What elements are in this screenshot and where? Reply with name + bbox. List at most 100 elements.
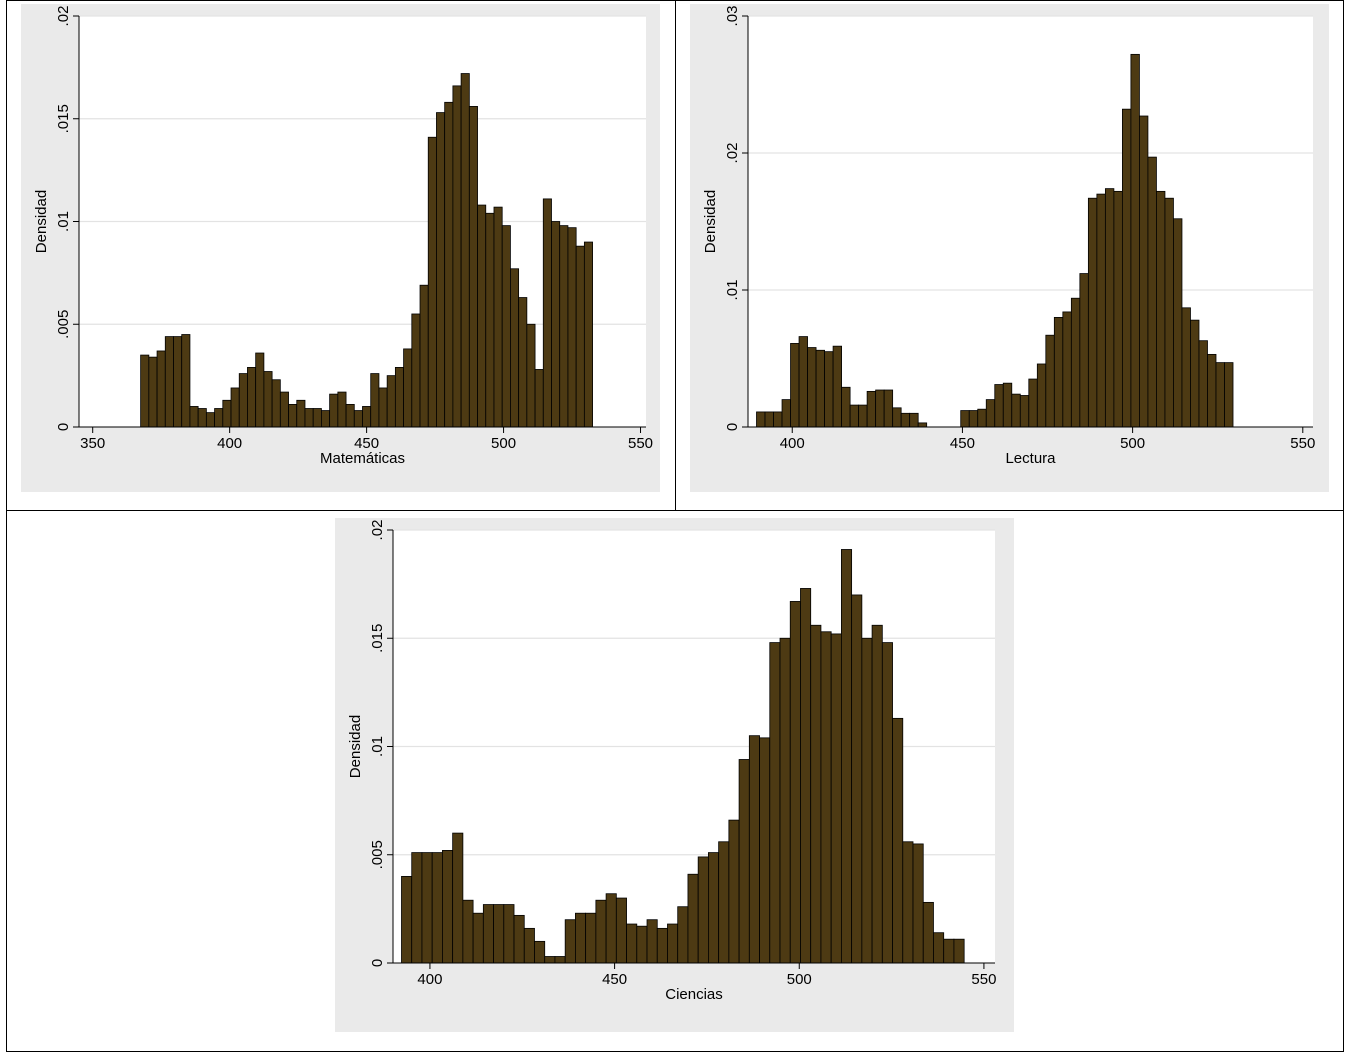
histogram-bar: [378, 387, 388, 428]
histogram-bar: [1079, 273, 1089, 428]
histogram-bar: [866, 390, 877, 428]
histogram-bar: [554, 956, 566, 964]
histogram-bar: [646, 919, 658, 964]
histogram-bar: [1087, 197, 1098, 428]
x-axis-title: Lectura: [1005, 450, 1056, 467]
y-tick-label: 0: [55, 423, 72, 431]
histogram-bar: [222, 399, 232, 428]
histogram-bar: [718, 841, 730, 964]
histogram-bar: [421, 852, 433, 964]
histogram-ciencias: 400 450 500 550 0 .005 .01 .015 .02 Ciencias Densi…: [347, 520, 996, 1003]
histogram-bar: [156, 350, 166, 428]
histogram-bar: [748, 735, 760, 964]
histogram-bar: [452, 832, 464, 964]
histogram-bar: [994, 384, 1004, 428]
y-tick-label: .01: [369, 736, 386, 757]
chart-panel-lectura: 400 450 500 550 0 .01 .02 .03 Lectura Densidad: [690, 4, 1329, 492]
y-axis-title: Densidad: [33, 190, 50, 253]
histogram-bar: [656, 927, 668, 964]
histogram-bar: [917, 422, 928, 428]
y-tick-label: .01: [55, 211, 72, 232]
histogram-bar: [789, 601, 801, 964]
histogram-bar: [909, 412, 919, 428]
histogram-bar: [411, 852, 423, 964]
histogram-bar: [728, 819, 740, 964]
middle-divider: [675, 0, 676, 511]
histogram-bar: [781, 399, 791, 428]
x-tick-label: 450: [602, 971, 627, 988]
histogram-bar: [401, 875, 413, 964]
histogram-bar: [263, 371, 273, 428]
histogram-bar: [526, 323, 536, 428]
histogram-bar: [353, 410, 363, 428]
histogram-bar: [1002, 382, 1013, 428]
histogram-bar: [1173, 218, 1183, 428]
histogram-bar: [1070, 297, 1081, 428]
histogram-bar: [800, 588, 812, 964]
histogram-bar: [605, 893, 617, 964]
histogram-bar: [370, 373, 380, 428]
histogram-bar: [513, 914, 525, 964]
histogram-bar: [419, 284, 429, 428]
histogram-bar: [769, 642, 781, 964]
chart-panel-matematicas: 350 400 450 500 550 0 .005 .01 .015 .02 Matemática…: [21, 4, 660, 492]
histogram-bar: [615, 897, 627, 964]
histogram-bar: [697, 856, 709, 964]
histogram-bar: [840, 549, 853, 964]
x-tick-label: 400: [417, 971, 442, 988]
histogram-bar: [1036, 363, 1047, 428]
histogram-bar: [534, 369, 544, 428]
histogram-bar: [189, 406, 199, 428]
y-tick-label: .03: [724, 6, 741, 27]
histogram-bar: [807, 347, 817, 428]
histogram-bar: [518, 297, 528, 428]
y-tick-label: .01: [724, 280, 741, 301]
x-tick-label: 550: [1290, 435, 1315, 452]
histogram-bar: [875, 389, 885, 428]
y-tick-label: .005: [369, 840, 386, 869]
histogram-bar: [968, 410, 979, 428]
histogram-bar: [523, 927, 535, 964]
histogram-bar: [943, 938, 955, 964]
histogram-bar: [493, 206, 503, 428]
histogram-bar: [883, 389, 894, 428]
histogram-bar: [677, 906, 689, 964]
histogram-bar: [756, 411, 766, 428]
histogram-bar: [1156, 190, 1166, 428]
histogram-bar: [667, 923, 679, 964]
histogram-bar: [1224, 362, 1234, 428]
histogram-bar: [431, 852, 443, 964]
histogram-bar: [247, 367, 257, 428]
histogram-bar: [585, 912, 597, 964]
histogram-bar: [238, 373, 248, 428]
histogram-bar: [452, 85, 462, 428]
histogram-bar: [933, 932, 945, 964]
histogram-bar: [1062, 311, 1072, 428]
histogram-bar: [1190, 319, 1200, 428]
histogram-bar: [296, 399, 306, 428]
histogram-bar: [427, 136, 437, 428]
histogram-bar: [501, 225, 511, 428]
x-tick-label: 400: [780, 435, 805, 452]
histogram-bar: [960, 410, 970, 428]
histogram-bar: [386, 375, 396, 428]
histogram-bar: [824, 351, 834, 428]
histogram-bar: [1139, 115, 1149, 428]
histogram-bar: [362, 406, 372, 428]
histogram-bar: [595, 899, 607, 964]
histogram-bar: [583, 241, 593, 428]
histogram-bar: [830, 633, 842, 964]
histogram-bar: [832, 345, 842, 428]
histogram-bar: [1045, 334, 1055, 428]
histogram-bar: [477, 204, 487, 428]
histogram-matematicas: 350 400 450 500 550 0 .005 .01 .015 .02 Matemática…: [33, 6, 653, 467]
histogram-bar: [985, 399, 996, 428]
histogram-bar: [205, 412, 215, 428]
x-tick-label: 350: [80, 435, 105, 452]
histogram-bar: [551, 221, 561, 428]
histogram-bar: [636, 925, 648, 964]
y-axis-title: Densidad: [702, 190, 719, 253]
histogram-bar: [493, 904, 505, 964]
histogram-bar: [922, 901, 934, 964]
histogram-bar: [858, 404, 868, 428]
